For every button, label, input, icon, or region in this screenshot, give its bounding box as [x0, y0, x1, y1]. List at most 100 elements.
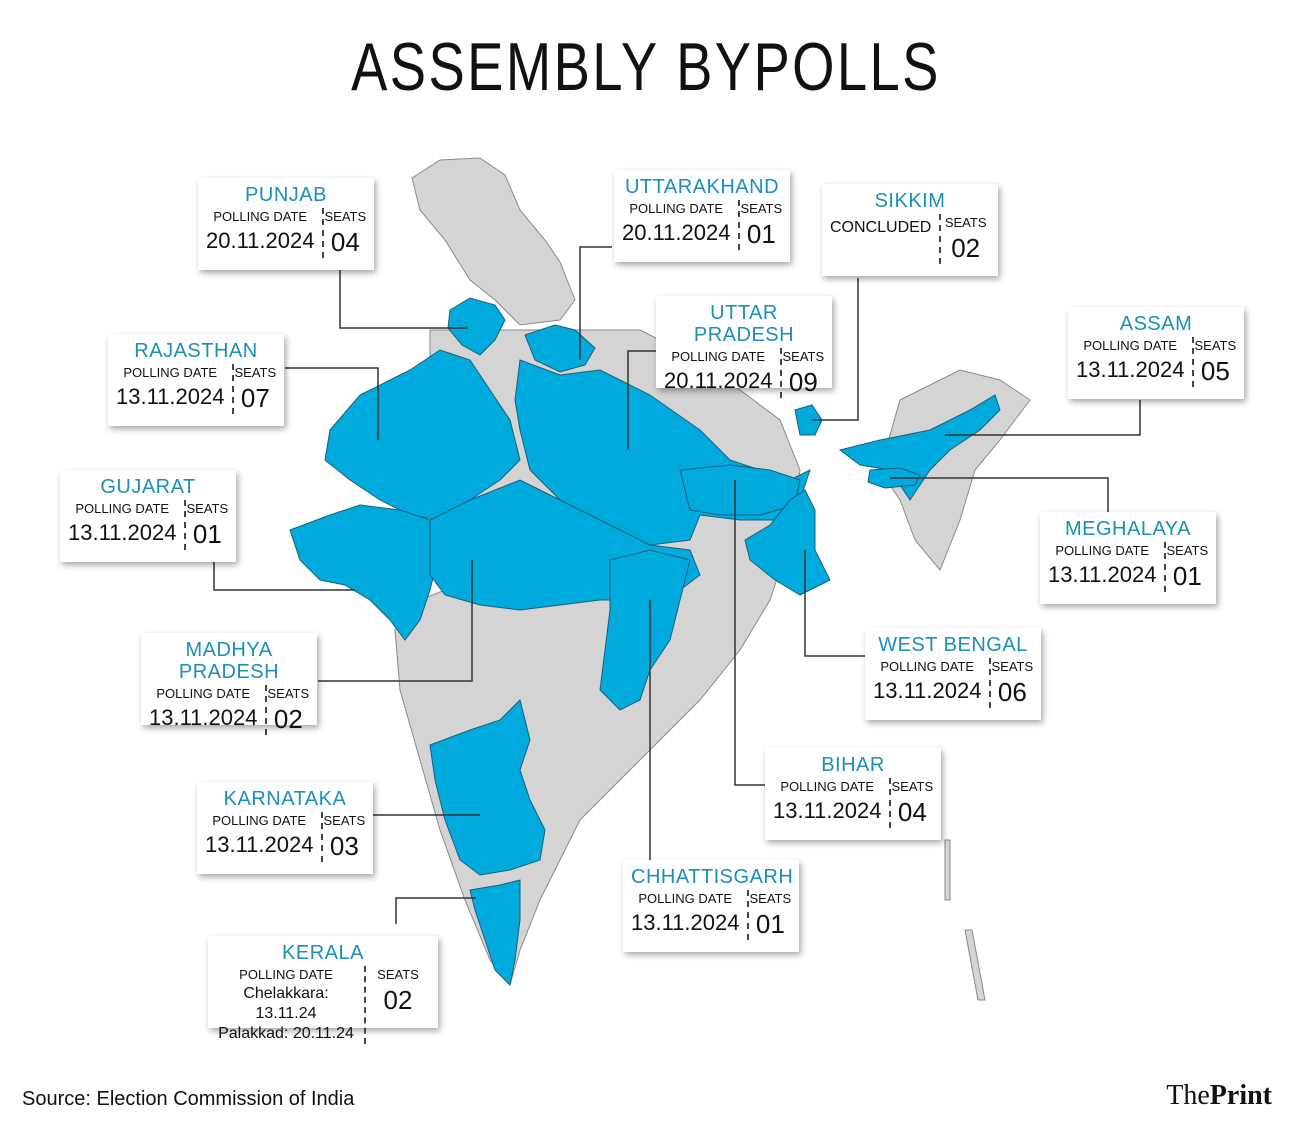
- card-punjab: PUNJAB POLLING DATE 20.11.2024 SEATS 04: [198, 178, 374, 270]
- leader-meghalaya: [890, 477, 1109, 512]
- polling-date: 13.11.2024: [1048, 562, 1157, 587]
- polling-date-line-1: Chelakkara: 13.11.24: [216, 984, 356, 1024]
- place-name: Chelakkara:: [243, 985, 329, 1002]
- leader-bihar: [734, 480, 765, 786]
- polling-date-label: POLLING DATE: [880, 659, 975, 674]
- polling-date: 13.11.2024: [773, 798, 882, 823]
- seats-label: SEATS: [782, 349, 825, 364]
- seats-count: 01: [192, 519, 222, 549]
- seats-label: SEATS: [267, 686, 310, 701]
- card-bihar: BIHAR POLLING DATE 13.11.2024 SEATS 04: [765, 748, 941, 840]
- state-name: ASSAM: [1119, 313, 1193, 335]
- seats-count: 02: [383, 985, 413, 1015]
- seats-count: 06: [997, 677, 1027, 707]
- state-rajasthan: [324, 349, 521, 521]
- polling-date: 20.11.2024: [664, 368, 773, 393]
- state-name: MADHYA PRADESH: [178, 639, 280, 683]
- leader-west-bengal: [804, 550, 865, 657]
- state-uttarakhand: [524, 324, 596, 373]
- leader-punjab: [339, 270, 468, 329]
- seats-label: SEATS: [323, 813, 366, 828]
- land-northeast: [879, 369, 1031, 571]
- state-west-bengal: [744, 489, 831, 596]
- polling-date: 20.11.2024: [622, 220, 731, 245]
- leader-madhya-pradesh: [318, 560, 473, 682]
- card-uttar-pradesh: UTTAR PRADESH POLLING DATE 20.11.2024 SE…: [656, 296, 832, 398]
- seats-label: SEATS: [186, 501, 229, 516]
- seats-label: SEATS: [324, 209, 367, 224]
- seats-label: SEATS: [1166, 543, 1209, 558]
- card-meghalaya: MEGHALAYA POLLING DATE 13.11.2024 SEATS …: [1040, 512, 1216, 604]
- state-punjab: [447, 297, 506, 356]
- seats-label: SEATS: [377, 967, 419, 982]
- brand-the: The: [1166, 1080, 1210, 1111]
- polling-date: 13.11.2024: [68, 520, 177, 545]
- seats-label: SEATS: [740, 201, 783, 216]
- seats-count: 02: [273, 704, 303, 734]
- polling-date-label: POLLING DATE: [629, 201, 724, 216]
- seats-label: SEATS: [944, 215, 987, 230]
- leader-lines: [213, 246, 1141, 924]
- card-west-bengal: WEST BENGAL POLLING DATE 13.11.2024 SEAT…: [865, 628, 1041, 720]
- leader-rajasthan: [285, 367, 379, 440]
- card-assam: ASSAM POLLING DATE 13.11.2024 SEATS 05: [1068, 307, 1244, 399]
- polling-date: 13.11.2024: [149, 705, 258, 730]
- polling-date: 13.11.2024: [873, 678, 982, 703]
- map-highlight: [289, 297, 1001, 987]
- polling-date-label: POLLING DATE: [75, 501, 170, 516]
- polling-date: 13.11.2024: [116, 384, 225, 409]
- state-kerala: [469, 879, 521, 987]
- state-name: GUJARAT: [100, 476, 196, 498]
- land-islands: [944, 839, 986, 1001]
- brand-print: Print: [1209, 1080, 1272, 1111]
- polling-date-label: POLLING DATE: [156, 686, 251, 701]
- seats-count: 09: [788, 367, 818, 397]
- page-title: ASSEMBLY BYPOLLS: [351, 29, 941, 105]
- polling-date-line-2: Palakkad: 20.11.24: [216, 1024, 356, 1044]
- seats-label: SEATS: [234, 365, 277, 380]
- seats-count: 01: [755, 909, 785, 939]
- seats-count: 03: [329, 831, 359, 861]
- card-uttarakhand: UTTARAKHAND POLLING DATE 20.11.2024 SEAT…: [614, 170, 790, 262]
- state-gujarat: [289, 504, 441, 641]
- polling-date: 20.11.2024: [206, 228, 315, 253]
- polling-date-label: POLLING DATE: [671, 349, 766, 364]
- state-name: BIHAR: [821, 754, 885, 776]
- seats-count: 05: [1200, 356, 1230, 386]
- brand-logo: ThePrint: [1166, 1080, 1272, 1112]
- polling-date-label: POLLING DATE: [1083, 338, 1178, 353]
- state-sikkim: [794, 404, 823, 436]
- state-name: UTTAR PRADESH: [693, 302, 795, 346]
- card-karnataka: KARNATAKA POLLING DATE 13.11.2024 SEATS …: [197, 782, 373, 874]
- state-name: KARNATAKA: [223, 788, 347, 810]
- polling-date: 13.11.2024: [1076, 357, 1185, 382]
- polling-date: 13.11.2024: [631, 910, 740, 935]
- state-name: PUNJAB: [245, 184, 327, 206]
- card-rajasthan: RAJASTHAN POLLING DATE 13.11.2024 SEATS …: [108, 334, 284, 426]
- state-name: WEST BENGAL: [878, 634, 1028, 656]
- polling-date: 13.11.24: [255, 1005, 317, 1022]
- leader-uttar-pradesh: [627, 350, 656, 450]
- state-name: UTTARAKHAND: [624, 176, 780, 198]
- polling-date-label: POLLING DATE: [212, 813, 307, 828]
- card-gujarat: GUJARAT POLLING DATE 13.11.2024 SEATS 01: [60, 470, 236, 562]
- polling-date-label: POLLING DATE: [638, 891, 733, 906]
- seats-count: 04: [897, 797, 927, 827]
- state-name: CHHATTISGARH: [631, 866, 794, 888]
- state-name: MEGHALAYA: [1064, 518, 1191, 540]
- place-name: Palakkad:: [218, 1025, 289, 1042]
- seats-count: 01: [1172, 561, 1202, 591]
- leader-uttarakhand: [579, 246, 612, 360]
- card-sikkim: SIKKIM CONCLUDED SEATS 02: [822, 184, 998, 276]
- polling-date-label: POLLING DATE: [239, 967, 333, 982]
- state-name: KERALA: [282, 942, 364, 964]
- leader-assam: [945, 400, 1141, 436]
- land-north: [411, 157, 576, 326]
- polling-date: 13.11.2024: [205, 832, 314, 857]
- polling-date-label: POLLING DATE: [1055, 543, 1150, 558]
- state-chhattisgarh: [599, 549, 691, 711]
- seats-label: SEATS: [991, 659, 1034, 674]
- state-name: RAJASTHAN: [134, 340, 258, 362]
- polling-date-label: POLLING DATE: [213, 209, 308, 224]
